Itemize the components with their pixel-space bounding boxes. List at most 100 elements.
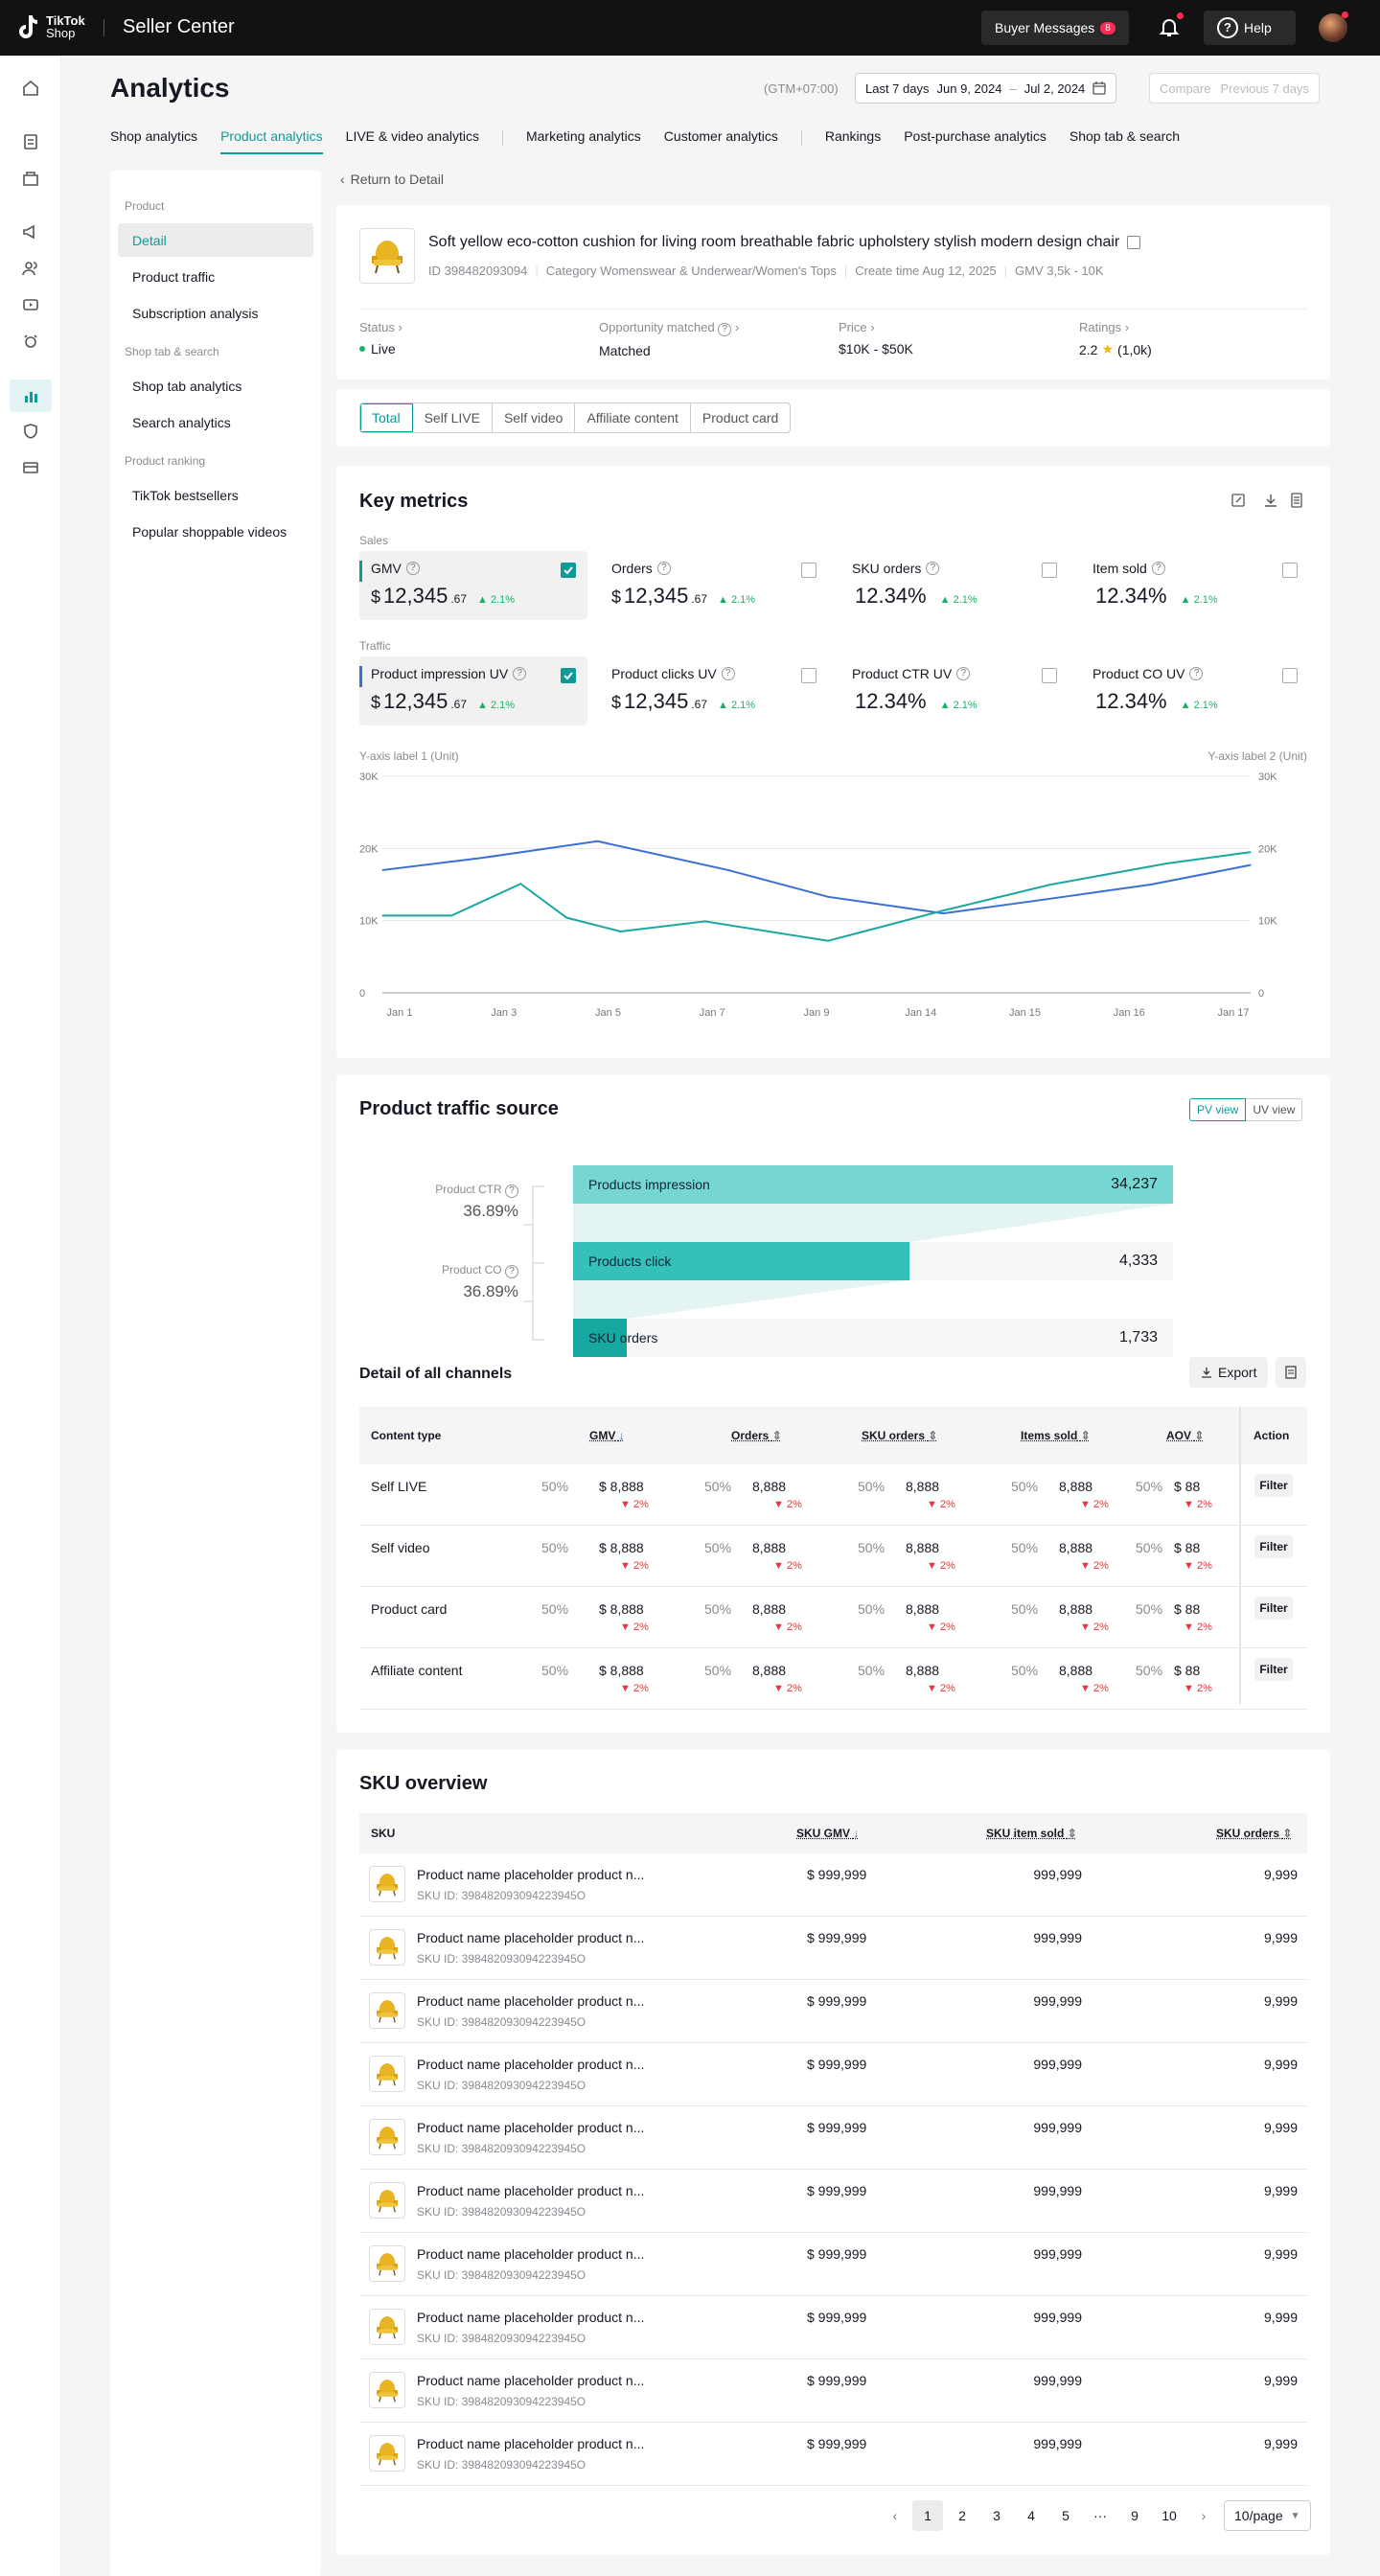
page-button[interactable]: 5 — [1062, 2508, 1070, 2523]
live-video-icon[interactable] — [19, 293, 42, 316]
customers-icon[interactable] — [19, 257, 42, 280]
metric-card[interactable]: Product impression UV? $12,345.67 ▲ 2.1% — [359, 656, 587, 725]
metric-card[interactable]: Product CTR UV? 12.34% ▲ 2.1% — [840, 656, 1069, 725]
channel-tab-self-live[interactable]: Self LIVE — [413, 403, 493, 432]
sku-row[interactable]: Product name placeholder product n... SKU… — [359, 1917, 1307, 1980]
tab-customer-analytics[interactable]: Customer analytics — [663, 128, 778, 144]
header-sku-orders[interactable]: SKU orders ⇕ — [1216, 1827, 1292, 1840]
edit-icon[interactable] — [1230, 493, 1246, 511]
sku-row[interactable]: Product name placeholder product n... SKU… — [359, 2359, 1307, 2423]
metric-checkbox[interactable] — [801, 668, 816, 683]
filter-button[interactable]: Filter — [1254, 1597, 1293, 1620]
tab-live-video-analytics[interactable]: LIVE & video analytics — [345, 128, 479, 144]
header-items-sold[interactable]: Items sold ⇕ — [1021, 1429, 1091, 1442]
ratings-field[interactable]: Ratings › 2.2 ★ (1,0k) — [1079, 320, 1152, 357]
y2-tick-label: 0 — [1258, 988, 1264, 1000]
orders-icon[interactable] — [19, 130, 42, 153]
user-avatar[interactable] — [1319, 13, 1347, 42]
metric-checkbox[interactable] — [561, 563, 576, 578]
columns-button[interactable] — [1276, 1357, 1306, 1388]
date-range-preset: Last 7 days — [865, 80, 930, 96]
home-icon[interactable] — [19, 77, 42, 100]
return-to-detail-link[interactable]: ‹ Return to Detail — [340, 172, 444, 187]
page-button[interactable]: 3 — [993, 2508, 1000, 2523]
channel-tab-product-card[interactable]: Product card — [702, 410, 779, 426]
metric-checkbox[interactable] — [561, 668, 576, 683]
metric-card[interactable]: SKU orders? 12.34% ▲ 2.1% — [840, 551, 1069, 620]
tab-shop-analytics[interactable]: Shop analytics — [110, 128, 198, 144]
opportunity-field[interactable]: Opportunity matched ? › Matched — [599, 320, 740, 358]
header-gmv[interactable]: GMV ↓ — [589, 1429, 625, 1442]
help-button[interactable]: ? Help — [1204, 11, 1296, 45]
tab-rankings[interactable]: Rankings — [824, 128, 882, 144]
header-orders[interactable]: Orders ⇕ — [731, 1429, 782, 1442]
subnav-item-tiktok-bestsellers[interactable]: TikTok bestsellers — [132, 487, 239, 503]
metric-card[interactable]: Orders? $12,345.67 ▲ 2.1% — [600, 551, 828, 620]
subnav-item-subscription-analysis[interactable]: Subscription analysis — [132, 305, 259, 321]
status-field[interactable]: Status › Live — [359, 320, 402, 356]
tab-shop-tab-search[interactable]: Shop tab & search — [1069, 128, 1181, 144]
uv-view-button[interactable]: UV view — [1246, 1098, 1303, 1121]
subnav-item-search-analytics[interactable]: Search analytics — [132, 414, 231, 430]
sku-row[interactable]: Product name placeholder product n... SKU… — [359, 2170, 1307, 2233]
sku-row[interactable]: Product name placeholder product n... SKU… — [359, 1980, 1307, 2043]
filter-button[interactable]: Filter — [1254, 1658, 1293, 1681]
next-page-icon[interactable]: › — [1201, 2508, 1207, 2523]
compare-picker[interactable]: Compare Previous 7 days — [1149, 73, 1320, 104]
price-field[interactable]: Price › $10K - $50K — [839, 320, 913, 356]
channel-tab-affiliate-content[interactable]: Affiliate content — [575, 403, 691, 432]
page-size-select[interactable]: 10/page ▼ — [1224, 2500, 1311, 2531]
channel-tab-total[interactable]: Total — [360, 403, 413, 432]
metric-checkbox[interactable] — [1282, 668, 1298, 683]
header-sku-orders[interactable]: SKU orders ⇕ — [862, 1429, 937, 1442]
metric-checkbox[interactable] — [801, 563, 816, 578]
export-button[interactable]: Export — [1189, 1357, 1269, 1388]
metric-card[interactable]: Product clicks UV? $12,345.67 ▲ 2.1% — [600, 656, 828, 725]
header-sku-gmv[interactable]: SKU GMV ↓ — [796, 1827, 859, 1840]
tiktok-shop-logo[interactable]: TikTok Shop — [15, 13, 104, 40]
page-button[interactable]: 10 — [1162, 2508, 1177, 2523]
notification-bell-icon[interactable] — [1158, 12, 1184, 41]
subnav-item-detail[interactable]: Detail — [118, 223, 313, 257]
marketing-icon[interactable] — [19, 220, 42, 243]
tab-post-purchase-analytics[interactable]: Post-purchase analytics — [904, 128, 1046, 144]
buyer-messages-button[interactable]: Buyer Messages 8 — [981, 11, 1129, 45]
metric-checkbox[interactable] — [1282, 563, 1298, 578]
document-icon[interactable] — [1289, 493, 1304, 511]
subnav-item-popular-shoppable-videos[interactable]: Popular shoppable videos — [132, 523, 288, 540]
sku-row[interactable]: Product name placeholder product n... SKU… — [359, 2296, 1307, 2359]
subnav-item-shop-tab-analytics[interactable]: Shop tab analytics — [132, 378, 242, 394]
metric-card[interactable]: Item sold? 12.34% ▲ 2.1% — [1081, 551, 1309, 620]
metric-card[interactable]: GMV? $12,345.67 ▲ 2.1% — [359, 551, 587, 620]
finance-icon[interactable] — [19, 456, 42, 479]
subnav-item-product-traffic[interactable]: Product traffic — [132, 268, 216, 285]
download-icon[interactable] — [1263, 493, 1278, 511]
prev-page-icon[interactable]: ‹ — [892, 2508, 898, 2523]
page-button[interactable]: 1 — [912, 2500, 943, 2531]
sku-row[interactable]: Product name placeholder product n... SKU… — [359, 2043, 1307, 2106]
filter-button[interactable]: Filter — [1254, 1535, 1293, 1558]
analytics-icon[interactable] — [10, 380, 52, 412]
page-button[interactable]: 9 — [1131, 2508, 1138, 2523]
sku-row[interactable]: Product name placeholder product n... SKU… — [359, 2106, 1307, 2170]
sku-row[interactable]: Product name placeholder product n... SKU… — [359, 1853, 1307, 1917]
metric-card[interactable]: Product CO UV? 12.34% ▲ 2.1% — [1081, 656, 1309, 725]
affiliate-icon[interactable] — [19, 330, 42, 353]
page-button[interactable]: 4 — [1027, 2508, 1035, 2523]
products-icon[interactable] — [19, 167, 42, 190]
metric-checkbox[interactable] — [1042, 563, 1057, 578]
copy-icon[interactable] — [1127, 236, 1141, 249]
sku-row[interactable]: Product name placeholder product n... SKU… — [359, 2233, 1307, 2296]
shield-icon[interactable] — [19, 420, 42, 443]
pv-view-button[interactable]: PV view — [1189, 1098, 1247, 1121]
date-range-picker[interactable]: Last 7 days Jun 9, 2024 – Jul 2, 2024 — [855, 73, 1117, 104]
metric-checkbox[interactable] — [1042, 668, 1057, 683]
header-sku-item-sold[interactable]: SKU item sold ⇕ — [986, 1827, 1077, 1840]
tab-product-analytics[interactable]: Product analytics — [220, 128, 323, 154]
filter-button[interactable]: Filter — [1254, 1474, 1293, 1497]
channel-tab-self-video[interactable]: Self video — [493, 403, 576, 432]
header-aov[interactable]: AOV ⇕ — [1166, 1429, 1204, 1442]
sku-row[interactable]: Product name placeholder product n... SKU… — [359, 2423, 1307, 2486]
page-button[interactable]: 2 — [958, 2508, 966, 2523]
tab-marketing-analytics[interactable]: Marketing analytics — [525, 128, 641, 144]
